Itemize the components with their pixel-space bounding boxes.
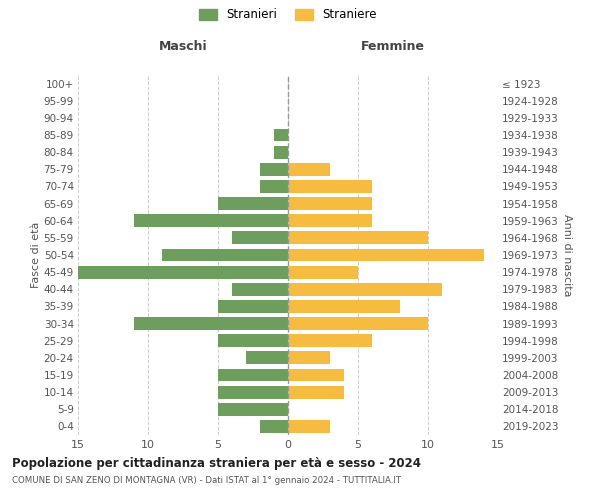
Bar <box>218 300 288 313</box>
Bar <box>288 283 442 296</box>
Bar <box>260 163 288 175</box>
Bar <box>232 283 288 296</box>
Bar <box>78 266 288 278</box>
Bar <box>218 197 288 210</box>
Text: COMUNE DI SAN ZENO DI MONTAGNA (VR) - Dati ISTAT al 1° gennaio 2024 - TUTTITALIA: COMUNE DI SAN ZENO DI MONTAGNA (VR) - Da… <box>12 476 401 485</box>
Bar <box>288 317 428 330</box>
Bar <box>288 266 358 278</box>
Bar <box>260 180 288 193</box>
Bar <box>218 403 288 415</box>
Bar <box>232 232 288 244</box>
Bar <box>288 197 372 210</box>
Bar <box>288 386 344 398</box>
Y-axis label: Anni di nascita: Anni di nascita <box>562 214 572 296</box>
Bar <box>218 334 288 347</box>
Bar <box>288 300 400 313</box>
Bar <box>218 368 288 382</box>
Bar <box>288 334 372 347</box>
Bar <box>274 128 288 141</box>
Text: Popolazione per cittadinanza straniera per età e sesso - 2024: Popolazione per cittadinanza straniera p… <box>12 458 421 470</box>
Bar <box>246 352 288 364</box>
Bar <box>288 420 330 433</box>
Bar <box>218 386 288 398</box>
Bar <box>288 368 344 382</box>
Legend: Stranieri, Straniere: Stranieri, Straniere <box>199 8 377 22</box>
Text: Femmine: Femmine <box>361 40 425 52</box>
Bar <box>288 163 330 175</box>
Bar <box>288 214 372 227</box>
Bar <box>288 232 428 244</box>
Bar <box>134 317 288 330</box>
Bar <box>274 146 288 158</box>
Bar <box>260 420 288 433</box>
Bar <box>134 214 288 227</box>
Bar <box>288 248 484 262</box>
Bar <box>162 248 288 262</box>
Y-axis label: Fasce di età: Fasce di età <box>31 222 41 288</box>
Text: Maschi: Maschi <box>158 40 208 52</box>
Bar <box>288 180 372 193</box>
Bar <box>288 352 330 364</box>
